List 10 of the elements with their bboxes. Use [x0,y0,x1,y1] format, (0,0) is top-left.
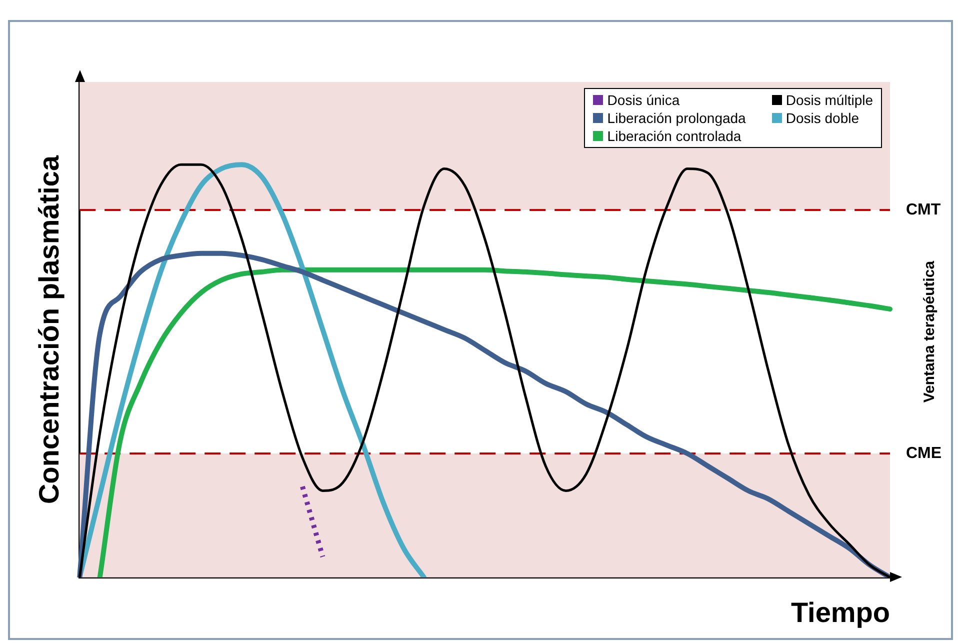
legend-label: Dosis doble [786,110,860,126]
x-axis-title: Tiempo [790,596,890,628]
y-axis-title: Concentración plasmática [34,155,65,504]
text: Ventana terapéutica [921,260,938,403]
ref-line-label: CMT [906,201,941,218]
legend-label: Liberación controlada [607,128,742,144]
legend-label: Dosis múltiple [786,92,873,108]
legend-label: Dosis única [607,92,680,108]
legend-label: Liberación prolongada [607,110,746,126]
ref-line-label: CME [906,444,942,462]
